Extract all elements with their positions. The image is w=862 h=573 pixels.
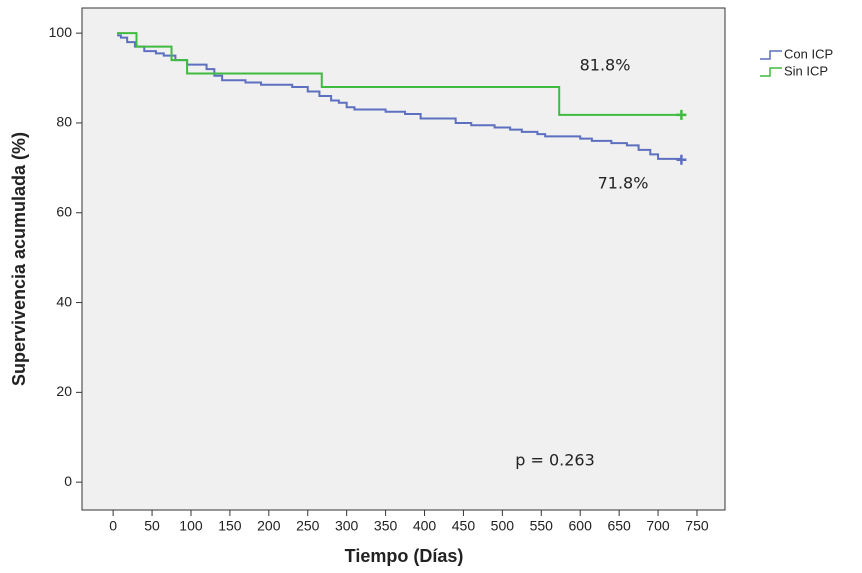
x-tick-label: 0 xyxy=(109,518,117,534)
x-axis-title: Tiempo (Días) xyxy=(345,546,464,566)
x-tick-label: 750 xyxy=(685,518,709,534)
y-tick-label: 0 xyxy=(64,473,72,489)
y-axis-title: Supervivencia acumulada (%) xyxy=(9,132,29,386)
y-tick-label: 20 xyxy=(56,383,72,399)
x-tick-label: 300 xyxy=(335,518,359,534)
censor-mark xyxy=(676,154,687,165)
x-tick-label: 50 xyxy=(144,518,160,534)
y-tick-label: 60 xyxy=(56,203,72,219)
legend-swatch xyxy=(760,67,782,77)
x-tick-label: 700 xyxy=(646,518,670,534)
y-tick-label: 80 xyxy=(56,114,72,130)
x-tick-label: 550 xyxy=(530,518,554,534)
annotation: p = 0.263 xyxy=(515,451,595,470)
legend-swatch xyxy=(760,50,782,60)
y-tick-label: 100 xyxy=(49,24,73,40)
annotation: 81.8% xyxy=(580,56,631,75)
x-tick-label: 100 xyxy=(179,518,203,534)
plot-area xyxy=(81,7,726,511)
x-tick-label: 500 xyxy=(491,518,515,534)
x-tick-label: 250 xyxy=(296,518,320,534)
legend-label: Con ICP xyxy=(784,46,833,61)
legend-label: Sin ICP xyxy=(784,63,828,78)
x-tick-label: 650 xyxy=(607,518,631,534)
x-tick-label: 400 xyxy=(413,518,437,534)
x-tick-label: 150 xyxy=(218,518,242,534)
x-tick-label: 350 xyxy=(374,518,398,534)
survival-line xyxy=(117,32,682,116)
censor-mark xyxy=(676,109,687,120)
x-tick-label: 200 xyxy=(257,518,281,534)
x-tick-label: 450 xyxy=(452,518,476,534)
y-tick-label: 40 xyxy=(56,293,72,309)
annotation: 71.8% xyxy=(598,174,649,193)
x-tick-label: 600 xyxy=(569,518,593,534)
